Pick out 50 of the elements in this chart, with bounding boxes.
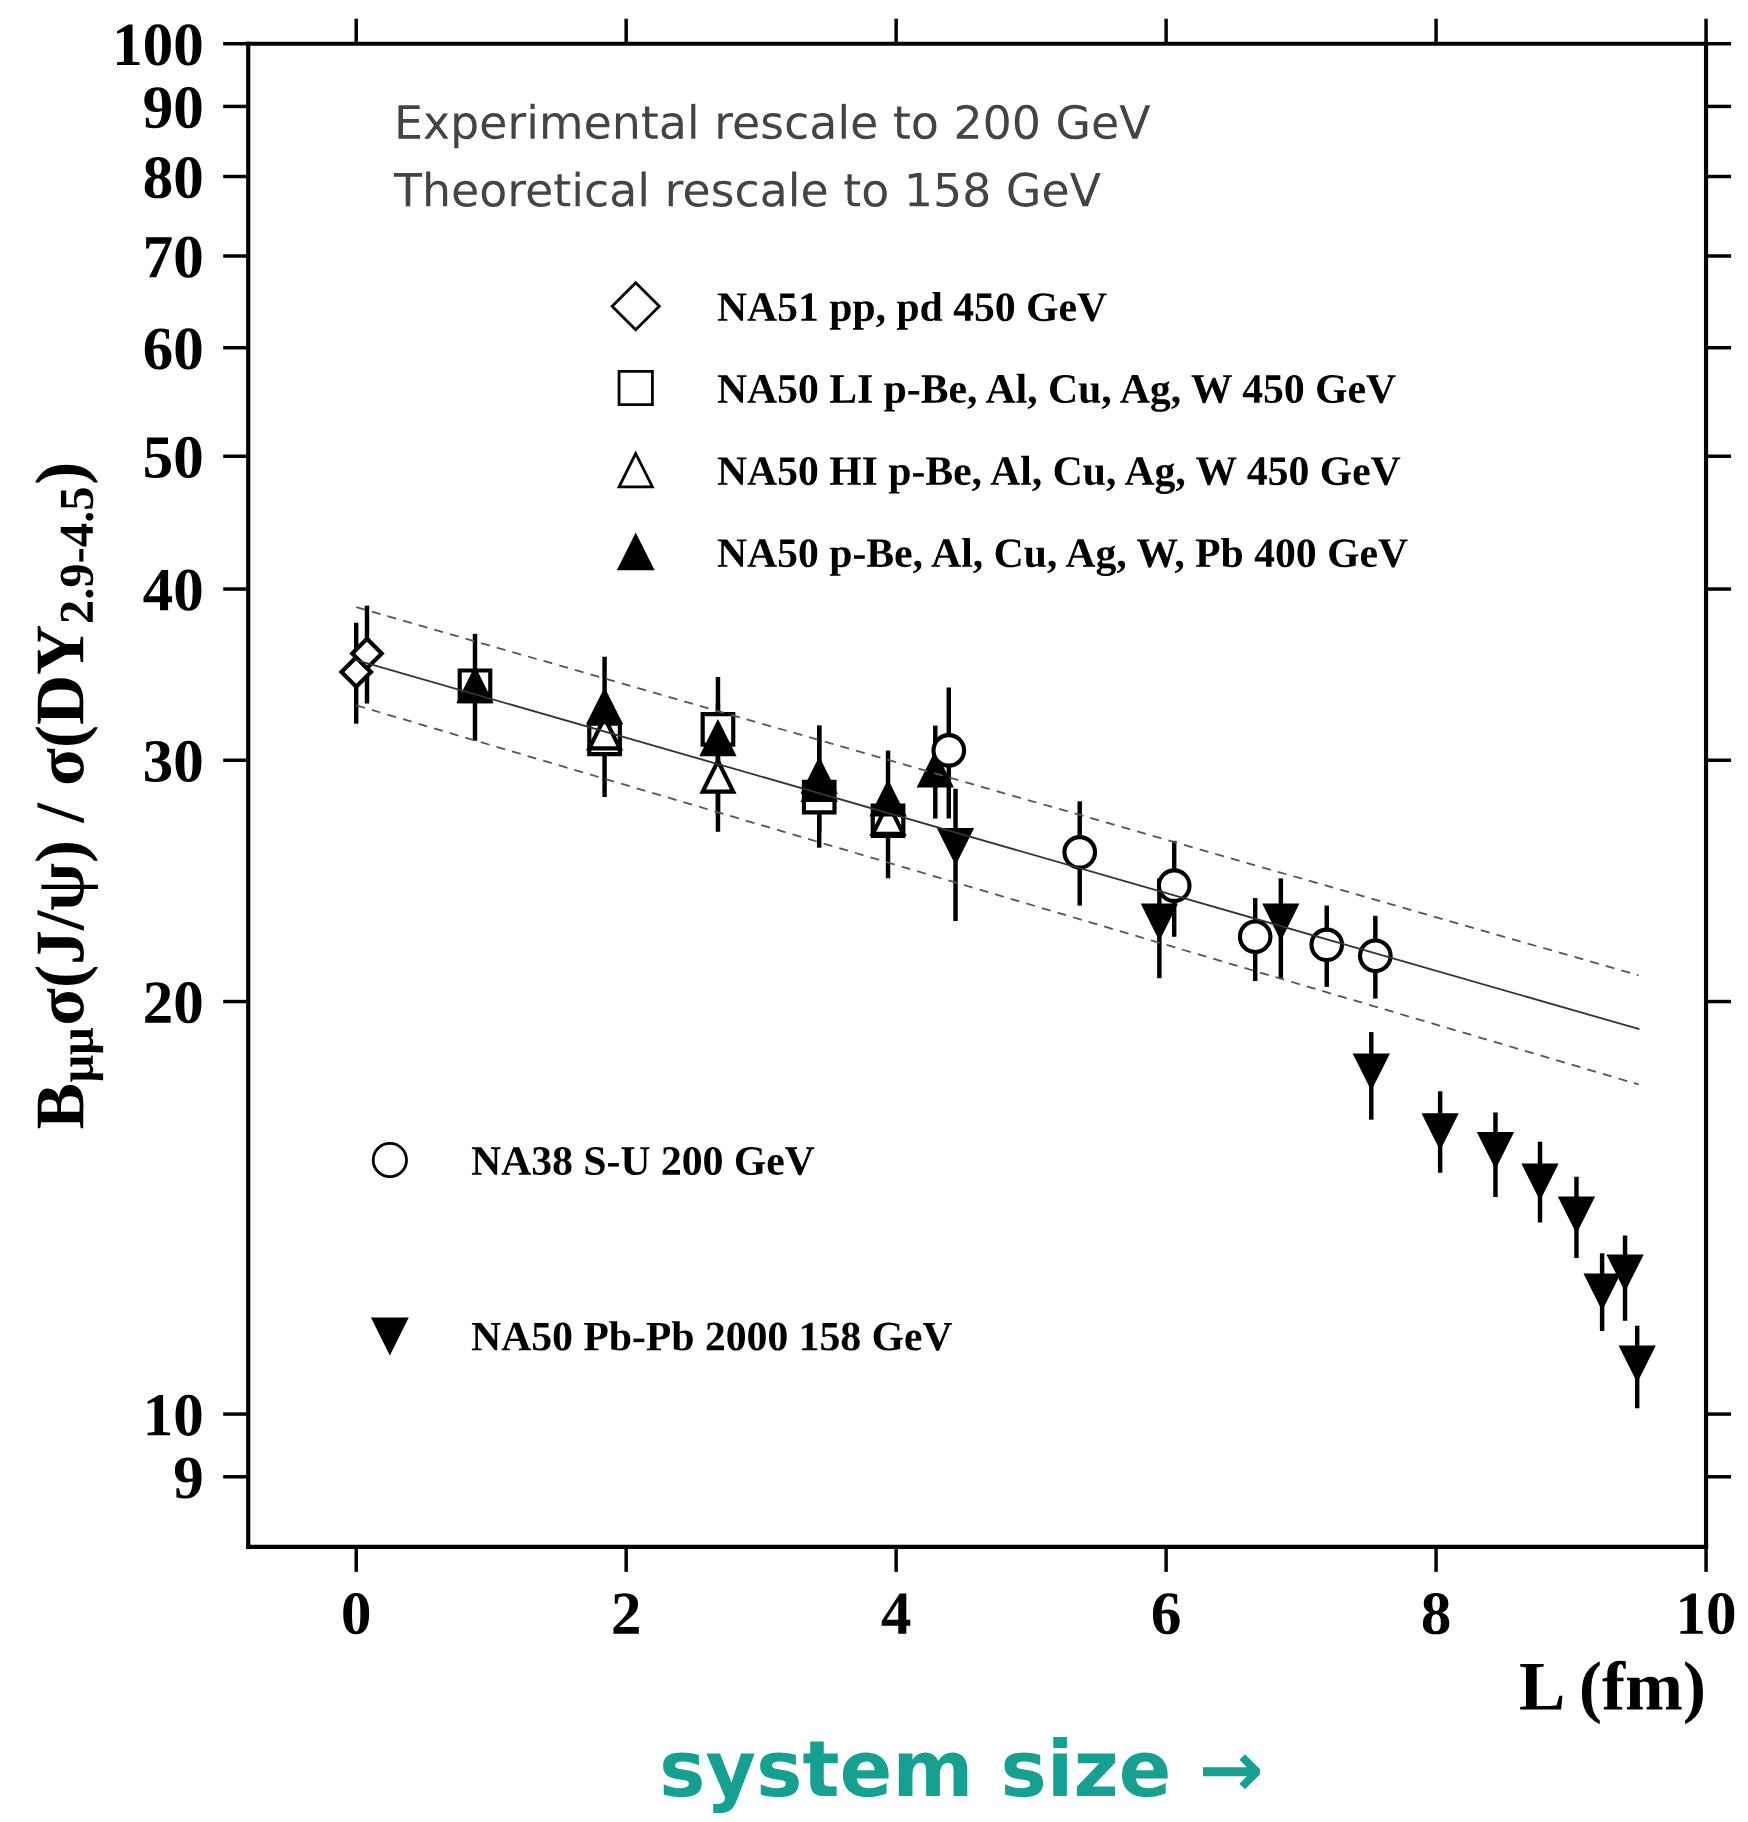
point xyxy=(1522,1163,1558,1199)
point xyxy=(1263,903,1299,939)
point xyxy=(1607,1254,1643,1290)
point xyxy=(1309,927,1345,963)
point xyxy=(1237,919,1273,955)
point xyxy=(1062,834,1098,870)
y-tick-label: 70 xyxy=(146,236,202,278)
point xyxy=(700,721,736,757)
legend-label: NA51 pp, pd 450 GeV xyxy=(717,291,1107,330)
point xyxy=(350,636,384,671)
y-tick-label: 20 xyxy=(145,982,202,1024)
y-tick-label: 80 xyxy=(144,157,202,199)
point xyxy=(587,689,622,725)
x-tick-label: 2 xyxy=(613,1593,639,1634)
legend-label: NA38 S-U 200 GeV xyxy=(471,1146,815,1176)
legend-label: NA50 LI p-Be, Al, Cu, Ag, W 450 GeV xyxy=(717,373,1396,412)
y-tick-label: 90 xyxy=(144,87,202,129)
y-tick-label: 100 xyxy=(117,24,202,66)
annotation: Experimental rescale to 200 GeV xyxy=(398,103,1151,149)
x-axis-title: L (fm) xyxy=(1520,1660,1703,1725)
point xyxy=(1584,1273,1620,1309)
point xyxy=(938,828,973,863)
y-tick-label: 50 xyxy=(145,436,202,479)
y-tick-label: 9 xyxy=(174,1457,202,1499)
y-tick-label: 60 xyxy=(144,328,202,370)
point xyxy=(1357,938,1393,974)
legend-label: NA50 HI p-Be, Al, Cu, Ag, W 450 GeV xyxy=(717,455,1401,494)
y-tick-label: 30 xyxy=(144,740,202,783)
legend-label: NA50 p-Be, Al, Cu, Ag, W, Pb 400 GeV xyxy=(717,537,1408,577)
point xyxy=(1619,1345,1655,1381)
point xyxy=(1141,903,1177,939)
point xyxy=(931,733,967,768)
point xyxy=(1559,1196,1594,1232)
text: system size → xyxy=(663,1737,1260,1813)
y-tick-label: 40 xyxy=(143,569,202,611)
y-tick-label: 10 xyxy=(147,1394,202,1436)
point xyxy=(700,758,736,794)
annotation: Theoretical rescale to 158 GeV xyxy=(393,171,1101,207)
x-tick-label: 8 xyxy=(1422,1593,1450,1635)
x-tick-label: 6 xyxy=(1152,1593,1180,1635)
point xyxy=(1156,868,1192,904)
point xyxy=(1478,1132,1513,1167)
point xyxy=(801,767,837,802)
legend-label: NA50 Pb-Pb 2000 158 GeV xyxy=(471,1321,953,1351)
y-axis-title: B$_{μμ}$σ(J/ψ) / σ(DY$_{2.9-4.5}$) xyxy=(35,464,104,1129)
x-tick-label: 10 xyxy=(1680,1593,1735,1635)
point xyxy=(1353,1053,1389,1089)
point xyxy=(1422,1113,1458,1149)
x-tick-label: 0 xyxy=(343,1593,370,1635)
x-tick-label: 4 xyxy=(881,1593,911,1634)
